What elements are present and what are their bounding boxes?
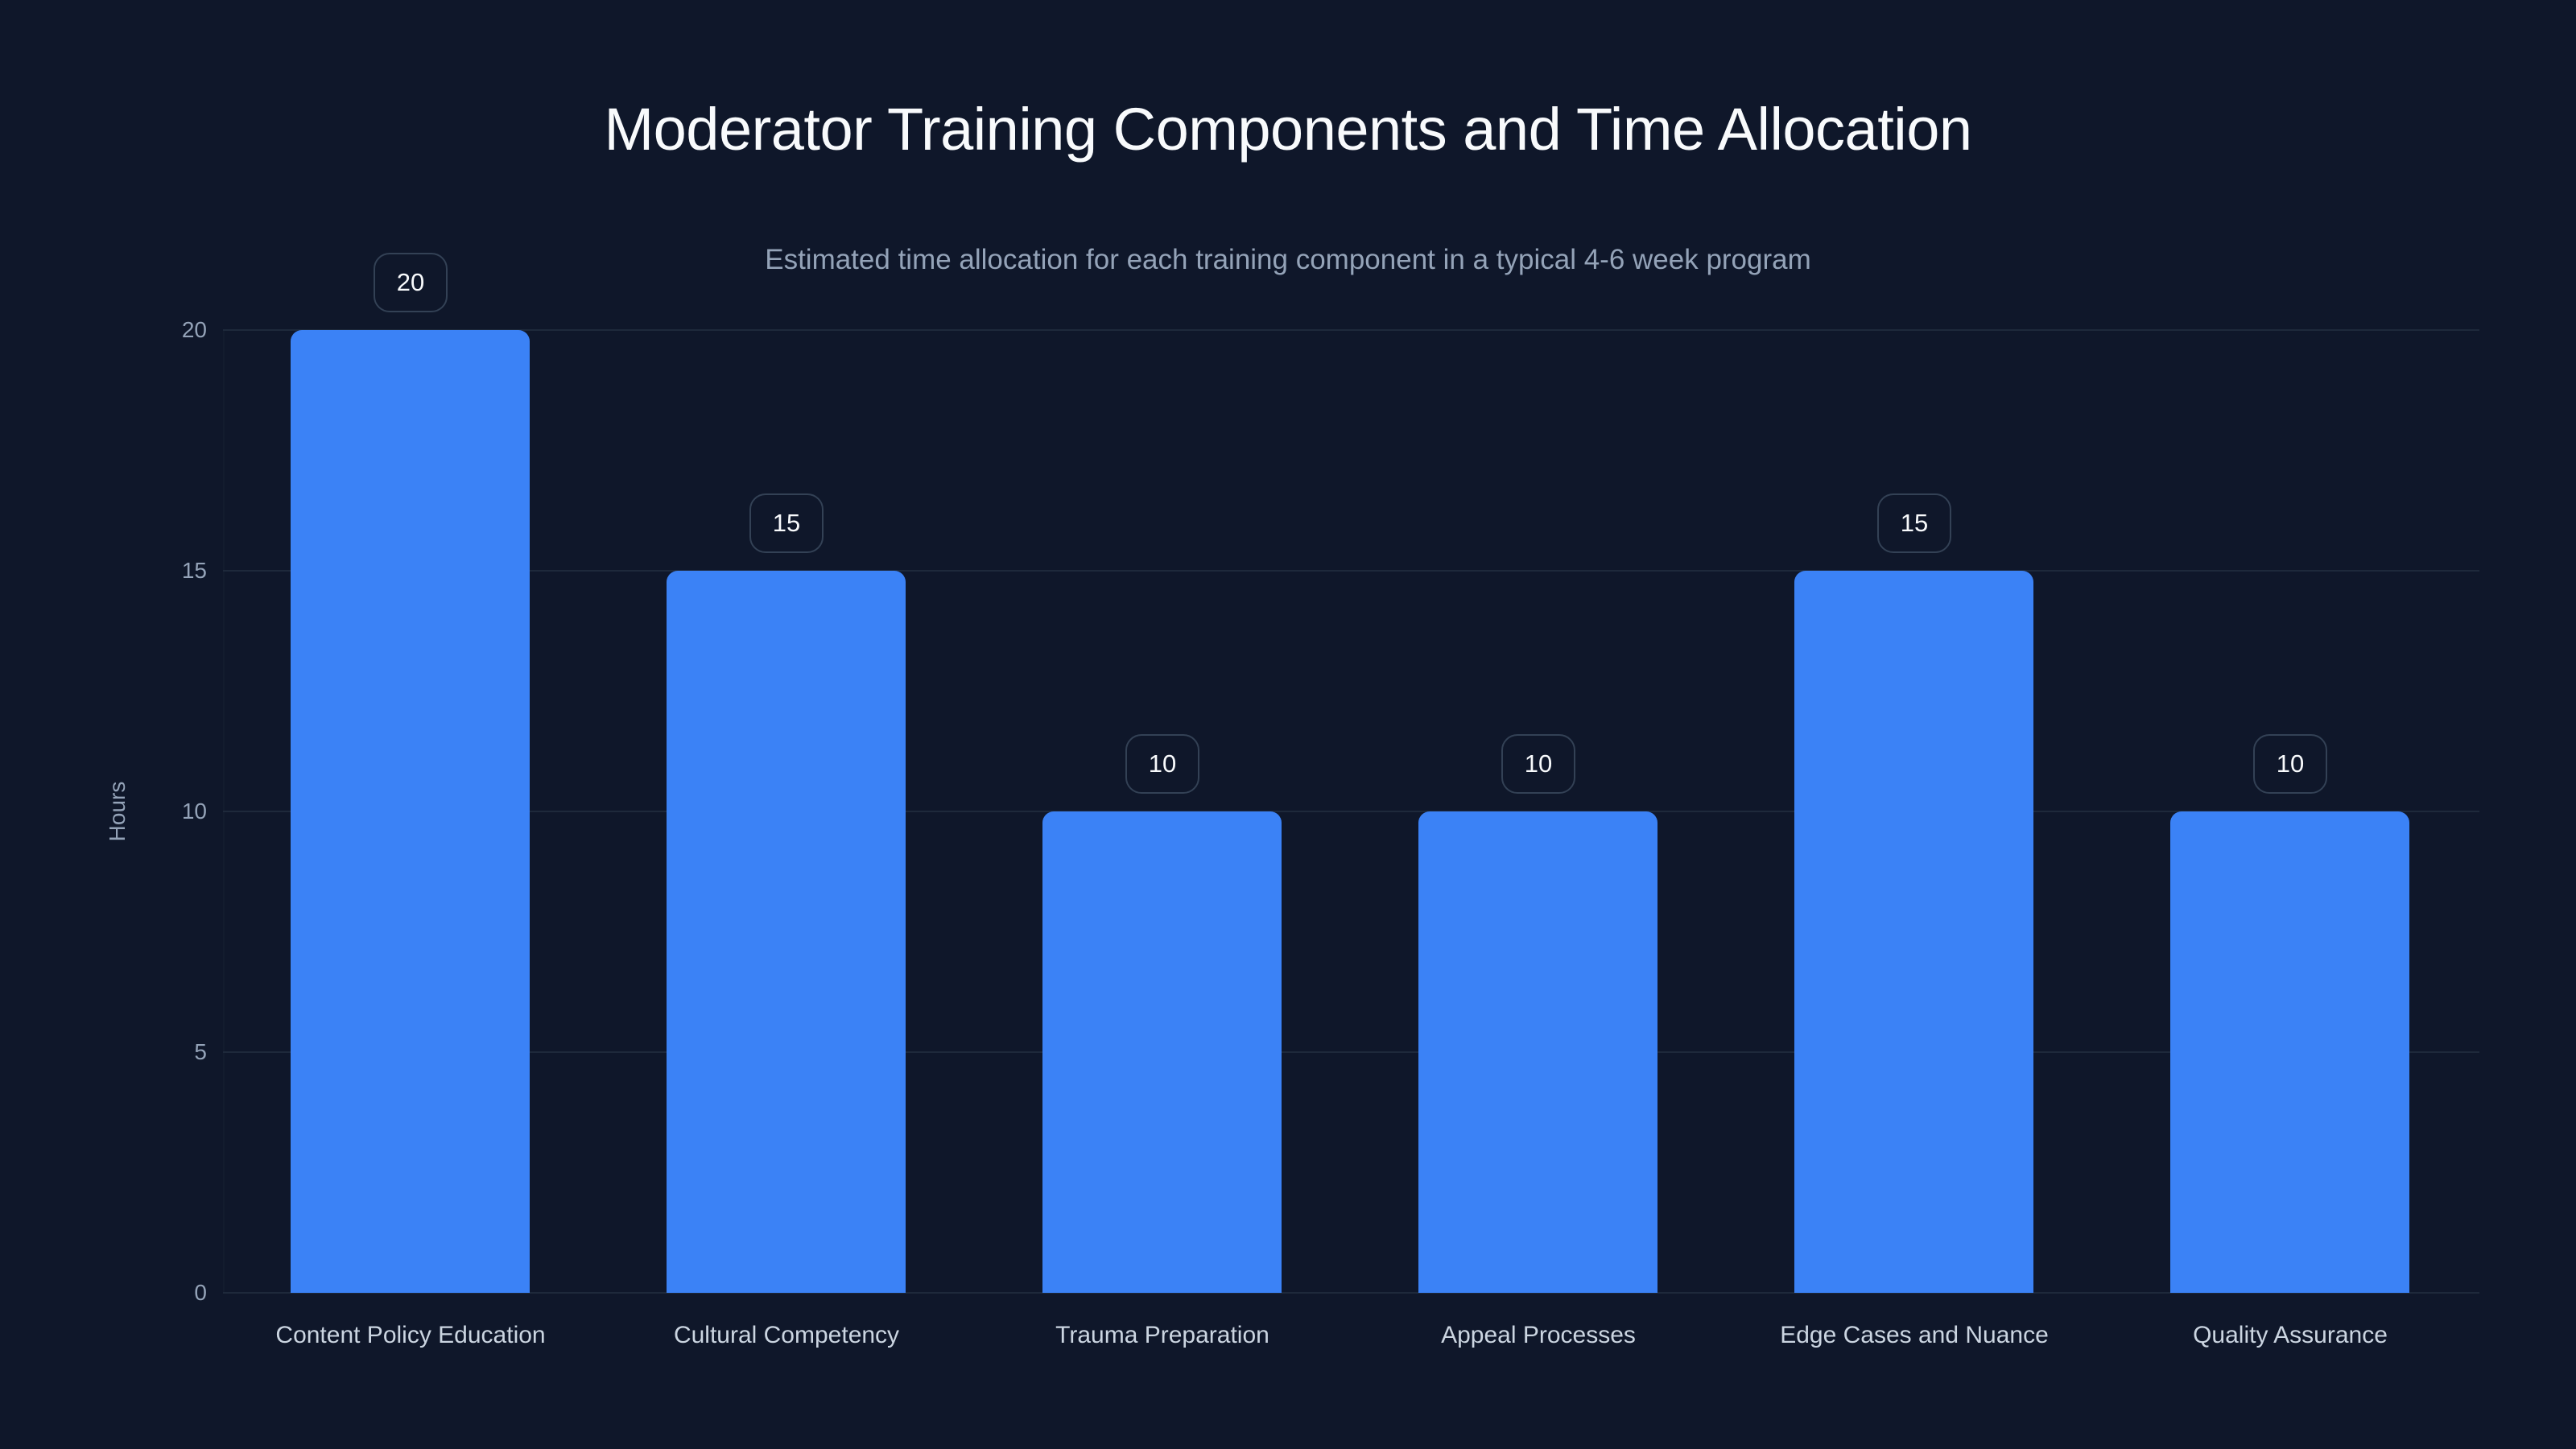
x-tick-label: Appeal Processes (1441, 1322, 1636, 1348)
value-label: 10 (1501, 734, 1575, 794)
gridline-5 (223, 1051, 2479, 1053)
gridline-10 (223, 811, 2479, 812)
x-tick-label: Content Policy Education (275, 1322, 546, 1348)
y-tick-0: 0 (194, 1280, 207, 1305)
chart-title: Moderator Training Components and Time A… (604, 96, 1973, 163)
x-tick-label: Cultural Competency (673, 1322, 900, 1348)
y-tick-15: 15 (181, 558, 207, 583)
bar[interactable] (2170, 811, 2409, 1293)
y-tick-20: 20 (181, 317, 207, 342)
plot-area: 20 15 10 5 0 20 15 10 10 15 10 (182, 253, 2479, 1305)
bar[interactable] (291, 330, 530, 1293)
bar[interactable] (1042, 811, 1282, 1293)
value-label: 10 (1125, 734, 1199, 794)
value-label: 10 (2253, 734, 2327, 794)
x-tick-label: Trauma Preparation (1055, 1322, 1269, 1348)
y-tick-10: 10 (181, 799, 207, 824)
bar[interactable] (1794, 571, 2033, 1293)
x-tick-label: Edge Cases and Nuance (1780, 1322, 2049, 1348)
x-tick-label: Quality Assurance (2193, 1322, 2388, 1348)
bar[interactable] (1418, 811, 1657, 1293)
bar[interactable] (667, 571, 906, 1293)
gridline-20 (223, 329, 2479, 331)
gridline-15 (223, 570, 2479, 572)
value-label: 20 (374, 253, 448, 312)
value-label: 15 (749, 493, 824, 553)
chart-subtitle: Estimated time allocation for each train… (765, 244, 1811, 275)
y-tick-5: 5 (194, 1039, 207, 1064)
gridline-0 (223, 1292, 2479, 1294)
y-axis-label: Hours (105, 781, 130, 842)
value-label: 15 (1877, 493, 1951, 553)
